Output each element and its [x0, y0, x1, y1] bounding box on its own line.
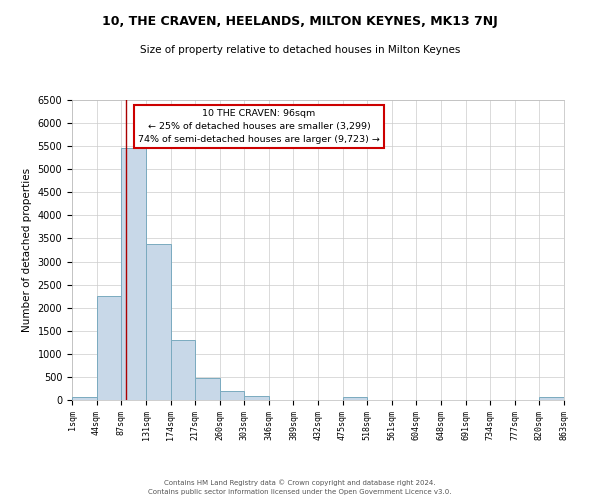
Bar: [220, 391, 244, 400]
Text: 10, THE CRAVEN, HEELANDS, MILTON KEYNES, MK13 7NJ: 10, THE CRAVEN, HEELANDS, MILTON KEYNES,…: [102, 15, 498, 28]
Bar: [195, 378, 220, 400]
Text: Size of property relative to detached houses in Milton Keynes: Size of property relative to detached ho…: [140, 45, 460, 55]
Bar: [539, 397, 564, 400]
Bar: [146, 244, 171, 400]
Bar: [171, 340, 195, 400]
Bar: [343, 397, 367, 400]
Text: Contains HM Land Registry data © Crown copyright and database right 2024.
Contai: Contains HM Land Registry data © Crown c…: [148, 480, 452, 495]
Text: 10 THE CRAVEN: 96sqm
← 25% of detached houses are smaller (3,299)
74% of semi-de: 10 THE CRAVEN: 96sqm ← 25% of detached h…: [138, 109, 380, 144]
Bar: [72, 396, 97, 400]
Y-axis label: Number of detached properties: Number of detached properties: [22, 168, 32, 332]
Bar: [121, 148, 146, 400]
Bar: [244, 396, 269, 400]
Bar: [97, 296, 121, 400]
